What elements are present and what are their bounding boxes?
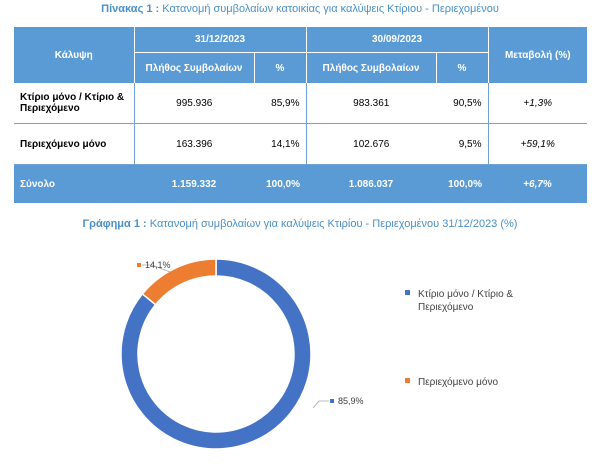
subheader-pct-1: % [254,52,307,83]
total-label: Σύνολο [14,164,134,203]
total-pct-cell: 100,0% [436,164,488,203]
count-cell: 995.936 [133,83,254,124]
header-period-2: 30/09/2023 [306,27,489,53]
leader-line [142,264,171,273]
count-cell: 983.361 [305,83,436,124]
row-label: Περιεχόμενο μόνο [14,123,134,165]
coverage-table: Κάλυψη 31/12/2023 30/09/2023 Μεταβολή (%… [14,27,587,203]
table-caption-prefix: Πίνακας 1 : [101,3,160,15]
legend-label-building-line2: Περιεχόμενο [418,301,474,313]
data-label-marker [137,263,141,267]
count-cell: 102.676 [305,123,436,165]
total-pct-cell: 100,0% [254,164,306,203]
total-count-cell: 1.086.037 [306,164,436,203]
chart-caption-prefix: Γράφημα 1 : [82,218,147,230]
header-coverage: Κάλυψη [14,27,135,83]
change-cell: +59,1% [487,123,587,165]
header-period-1: 31/12/2023 [134,27,307,53]
count-cell: 163.396 [133,123,254,165]
donut-chart-area: 85,9% 14,1% Κτίριο μόνο / Κτίριο & Περιεχ… [0,235,600,464]
subheader-pct-2: % [436,52,489,83]
subheader-count-2: Πλήθος Συμβολαίων [306,52,437,83]
pct-cell: 14,1% [254,123,306,165]
row-label: Κτίριο μόνο / Κτίριο & Περιεχόμενο [14,83,134,124]
table-total-row: Σύνολο 1.159.332 100,0% 1.086.037 100,0%… [14,164,587,203]
pct-cell: 9,5% [436,123,488,165]
pct-cell: 90,5% [436,83,488,124]
chart-caption: Γράφημα 1 : Κατανομή συμβολαίων για καλύ… [0,218,600,230]
legend-label-contents: Περιεχόμενο μόνο [418,376,498,388]
subheader-count-1: Πλήθος Συμβολαίων [134,52,255,83]
pct-cell: 85,9% [254,83,306,124]
total-count-cell: 1.159.332 [134,164,254,203]
table-row: Κτίριο μόνο / Κτίριο & Περιεχόμενο 995.9… [14,83,587,124]
table-subheader-row: Πλήθος Συμβολαίων % Πλήθος Συμβολαίων % [14,52,587,83]
total-change-cell: +6,7% [488,164,587,203]
change-cell: +1,3% [487,83,587,124]
donut-chart: 85,9% 14,1% Κτίριο μόνο / Κτίριο & Περιεχ… [120,258,513,450]
legend-swatch-building [405,290,410,295]
data-label: 14,1% [145,260,171,270]
table-caption-text: Κατανομή συμβολαίων κατοικίας για καλύψε… [162,3,499,15]
data-label-marker [330,399,334,403]
data-label: 85,9% [338,396,364,406]
table-header-row: Κάλυψη 31/12/2023 30/09/2023 Μεταβολή (%… [14,27,587,83]
legend-swatch-contents [405,378,410,383]
donut-slice-building [120,258,312,450]
legend-label-building-line1: Κτίριο μόνο / Κτίριο & [418,288,513,300]
table-caption: Πίνακας 1 : Κατανομή συμβολαίων κατοικία… [0,3,600,15]
donut-slice-contents [141,258,217,306]
table-row: Περιεχόμενο μόνο 163.396 14,1% 102.676 9… [14,123,587,165]
chart-caption-text: Κατανομή συμβολαίων για καλύψεις Κτιρίου… [149,218,518,230]
header-change: Μεταβολή (%) [488,27,587,83]
leader-line [312,400,329,409]
